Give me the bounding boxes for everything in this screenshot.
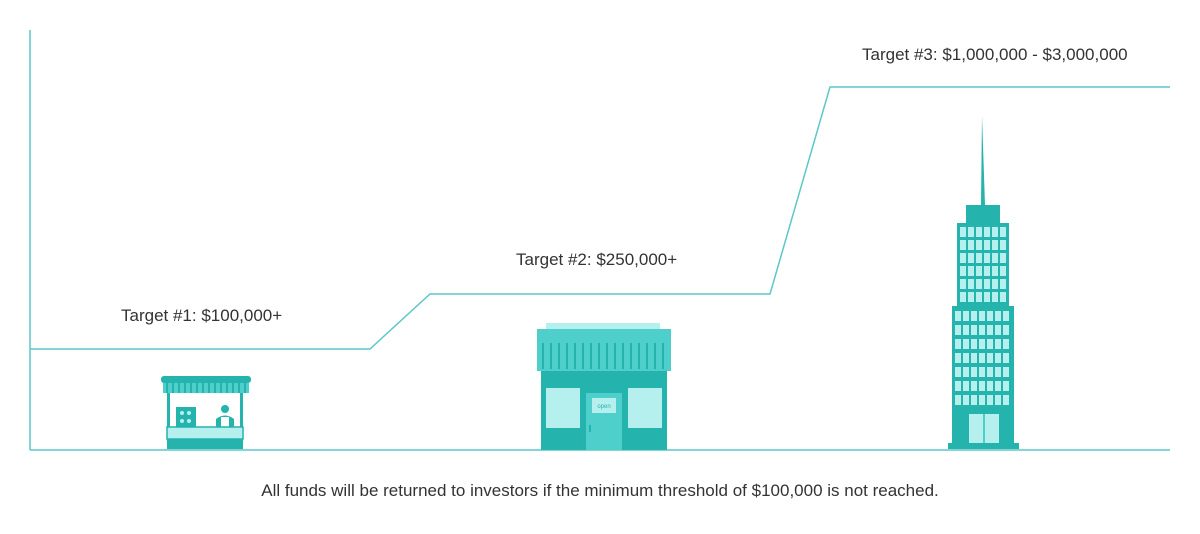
- target-step-line: [30, 86, 1170, 350]
- footnote-text: All funds will be returned to investors …: [261, 481, 939, 500]
- target-2-label: Target #2: $250,000+: [516, 250, 678, 269]
- market-stall-icon: [161, 376, 251, 449]
- skyscraper-icon: [948, 116, 1019, 449]
- open-sign-text: open: [597, 404, 610, 410]
- target-1-label: Target #1: $100,000+: [121, 306, 283, 325]
- storefront-icon: [537, 323, 671, 450]
- target-3-label: Target #3: $1,000,000 - $3,000,000: [862, 45, 1128, 64]
